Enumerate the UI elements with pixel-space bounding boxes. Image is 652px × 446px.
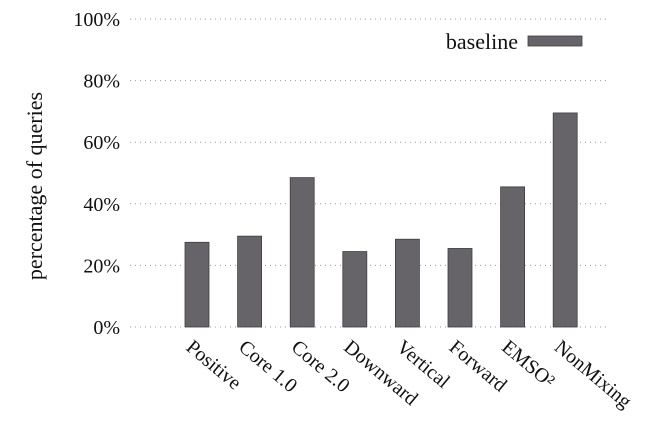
y-tick-label: 40% (83, 194, 120, 216)
bar (342, 251, 368, 328)
bar (500, 186, 526, 328)
legend-label: baseline (446, 29, 518, 54)
bar (184, 241, 210, 328)
x-tick-label: NonMixing (550, 336, 636, 413)
x-tick-label: Forward (445, 336, 511, 396)
y-tick-label: 0% (93, 317, 120, 339)
y-tick-label: 80% (83, 71, 120, 93)
bars (184, 112, 578, 328)
y-tick-labels: 0% 20% 40% 60% 80% 100% (73, 9, 120, 339)
y-axis-title: percentage of queries (22, 92, 47, 280)
bar (289, 177, 315, 328)
y-tick-label: 60% (83, 132, 120, 154)
x-tick-label: Core 2.0 (287, 336, 354, 397)
legend: baseline (446, 29, 583, 54)
bar (447, 248, 473, 328)
bar (552, 112, 578, 328)
legend-swatch (527, 35, 583, 47)
bar (237, 235, 263, 328)
bar (394, 238, 420, 328)
x-tick-label: Core 1.0 (234, 336, 301, 397)
y-tick-label: 20% (83, 255, 120, 277)
x-tick-label: Positive (182, 336, 246, 394)
y-tick-label: 100% (73, 9, 120, 31)
